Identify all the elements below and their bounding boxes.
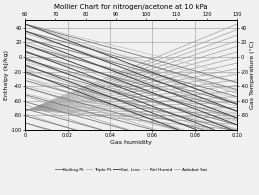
X-axis label: Gas humidity: Gas humidity xyxy=(110,140,152,145)
Legend: Boiling Pt, Triple Pt, Sat. Line, Rel Humid, Adiabat Sat: Boiling Pt, Triple Pt, Sat. Line, Rel Hu… xyxy=(53,166,209,174)
Y-axis label: Gas Temperature (°C): Gas Temperature (°C) xyxy=(250,41,255,109)
Title: Mollier Chart for nitrogen/acetone at 10 kPa: Mollier Chart for nitrogen/acetone at 10… xyxy=(54,4,208,10)
Y-axis label: Enthalpy (kJ/kg): Enthalpy (kJ/kg) xyxy=(4,50,9,100)
